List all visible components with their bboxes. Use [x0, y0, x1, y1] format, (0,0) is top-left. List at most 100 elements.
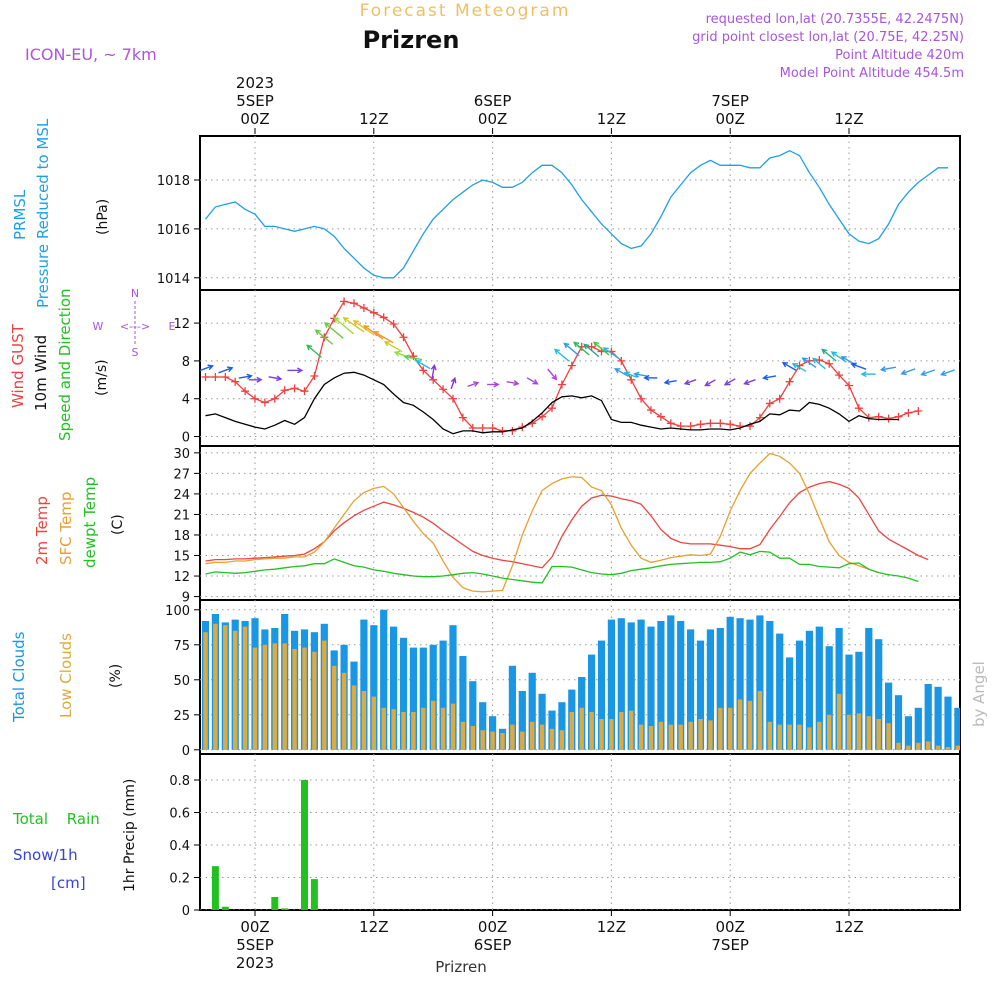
- wind-gust-label: Wind GUST: [9, 323, 27, 408]
- low-cloud-bar: [549, 728, 555, 750]
- low-cloud-bar: [480, 730, 485, 750]
- wind-panel: 0 4 8 12: [173, 289, 961, 447]
- wind-direction-arrowhead: [781, 362, 789, 368]
- total-cloud-bar: [934, 686, 942, 750]
- low-cloud-bar: [916, 742, 921, 750]
- total-cloud-bar: [894, 695, 903, 750]
- low-cloud-bar: [292, 649, 297, 750]
- wind-direction-arrowhead: [900, 369, 907, 376]
- total-cloud-bar: [449, 625, 457, 750]
- total-cloud-bar: [370, 625, 378, 750]
- wind-series-0-point: [567, 361, 576, 370]
- total-cloud-bar: [924, 684, 932, 750]
- top-tick-label: 00Z: [240, 110, 269, 128]
- bottom-tick-label: 12Z: [834, 918, 863, 936]
- wind-series-0-point: [251, 394, 259, 403]
- wind-direction-arrowhead: [403, 354, 410, 361]
- wind-series-0-point: [518, 423, 527, 432]
- wind-series-0-point: [488, 424, 497, 433]
- low-cloud-bar: [510, 724, 515, 750]
- low-cloud-bar: [955, 745, 960, 750]
- low-cloud-bar: [252, 647, 258, 750]
- total-cloud-bar: [795, 640, 804, 750]
- low-cloud-bar: [827, 714, 832, 750]
- temp-2m-label: 2m Temp: [33, 496, 51, 565]
- wind-ytick-label: 12: [173, 317, 190, 332]
- low-cloud-bar: [421, 707, 426, 750]
- top-tick-label: 2023: [236, 74, 274, 92]
- total-cloud-bar: [617, 618, 625, 750]
- wind-series-0-point: [399, 333, 408, 342]
- low-cloud-bar: [213, 623, 218, 750]
- wind-direction-arrowhead: [633, 371, 640, 378]
- wind-ytick-label: 0: [182, 431, 190, 446]
- bottom-tick-label: 12Z: [359, 918, 388, 936]
- wind-unit-label: (m/s): [94, 359, 110, 396]
- wind-direction-arrow: [404, 355, 423, 361]
- wind-direction-arrowhead: [297, 367, 304, 374]
- low-cloud-bar: [718, 707, 723, 750]
- low-cloud-bar: [836, 693, 842, 750]
- low-cloud-bar: [817, 721, 822, 750]
- low-cloud-bar: [332, 665, 337, 750]
- wind-direction-arrowhead: [614, 368, 621, 374]
- low-cloud-bar: [500, 733, 505, 750]
- low-cloud-bar: [431, 700, 436, 750]
- wind-direction-arrowhead: [791, 363, 799, 369]
- wind-direction-arrowhead: [306, 344, 313, 351]
- precip-ytick-label: 0.2: [169, 872, 190, 887]
- wind-series-0-point: [686, 422, 695, 431]
- temperature-ytick-label: 15: [173, 550, 190, 565]
- wind-series-0-point: [280, 386, 289, 395]
- total-cloud-bar: [429, 644, 437, 750]
- wind-series-0-point: [241, 387, 250, 396]
- wind-direction-arrow: [802, 357, 817, 368]
- low-cloud-bar: [609, 719, 614, 750]
- wind-direction-arrow: [782, 362, 797, 372]
- low-cloud-bar: [272, 643, 277, 750]
- temperature-ytick-label: 27: [173, 467, 190, 482]
- precip-unit-label: 1hr Precip (mm): [122, 779, 138, 892]
- low-cloud-bar: [411, 712, 416, 750]
- clouds-ytick-label: 100: [165, 604, 190, 619]
- wind-direction-arrow: [763, 375, 777, 379]
- wind-direction-arrowhead: [207, 364, 214, 371]
- temperature-plot-area: [200, 446, 960, 600]
- rain-bar: [301, 780, 308, 910]
- low-clouds-label: Low Clouds: [57, 633, 75, 718]
- wind-direction-arrowhead: [860, 371, 867, 378]
- wind-series-0-point: [409, 352, 418, 361]
- low-cloud-bar: [302, 647, 307, 750]
- temp-sfc-label: SFC Temp: [57, 492, 75, 565]
- bottom-tick-label: 00Z: [716, 918, 745, 936]
- low-cloud-bar: [223, 625, 228, 750]
- low-cloud-bar: [530, 721, 535, 750]
- wind-direction-arrowhead: [393, 350, 401, 357]
- total-cloud-bar: [459, 656, 467, 750]
- model-label: ICON-EU, ~ 7km: [25, 45, 157, 64]
- clouds-panel: 0 25 50 75 100: [165, 599, 961, 759]
- wind-direction-arrowhead: [493, 381, 500, 388]
- low-cloud-bar: [282, 643, 287, 750]
- wind-series-0-point: [201, 372, 210, 381]
- grid-point-coords: grid point closest lon,lat (20.75E, 42.2…: [692, 30, 964, 45]
- wind-direction-arrow: [881, 366, 897, 371]
- temperature-ytick-label: 21: [173, 508, 190, 523]
- total-cloud-bar: [380, 609, 388, 750]
- top-tick-label: 6SEP: [474, 92, 512, 110]
- wind-direction-arrow: [218, 367, 233, 374]
- snow-label: Snow/1h: [13, 846, 78, 864]
- low-cloud-bar: [203, 632, 208, 750]
- wind-direction-arrowhead: [430, 363, 437, 371]
- pressure-frame: [199, 135, 961, 291]
- total-cloud-bar: [786, 657, 794, 750]
- wind-series-0-point: [587, 342, 596, 351]
- total-cloud-bar: [885, 682, 893, 750]
- temperature-ytick-label: 30: [173, 447, 190, 462]
- low-cloud-bar: [638, 724, 644, 750]
- wind-series-0-point: [389, 320, 398, 329]
- wind-direction-arrowhead: [573, 341, 580, 348]
- low-cloud-bar: [935, 745, 941, 750]
- low-cloud-bar: [539, 724, 545, 750]
